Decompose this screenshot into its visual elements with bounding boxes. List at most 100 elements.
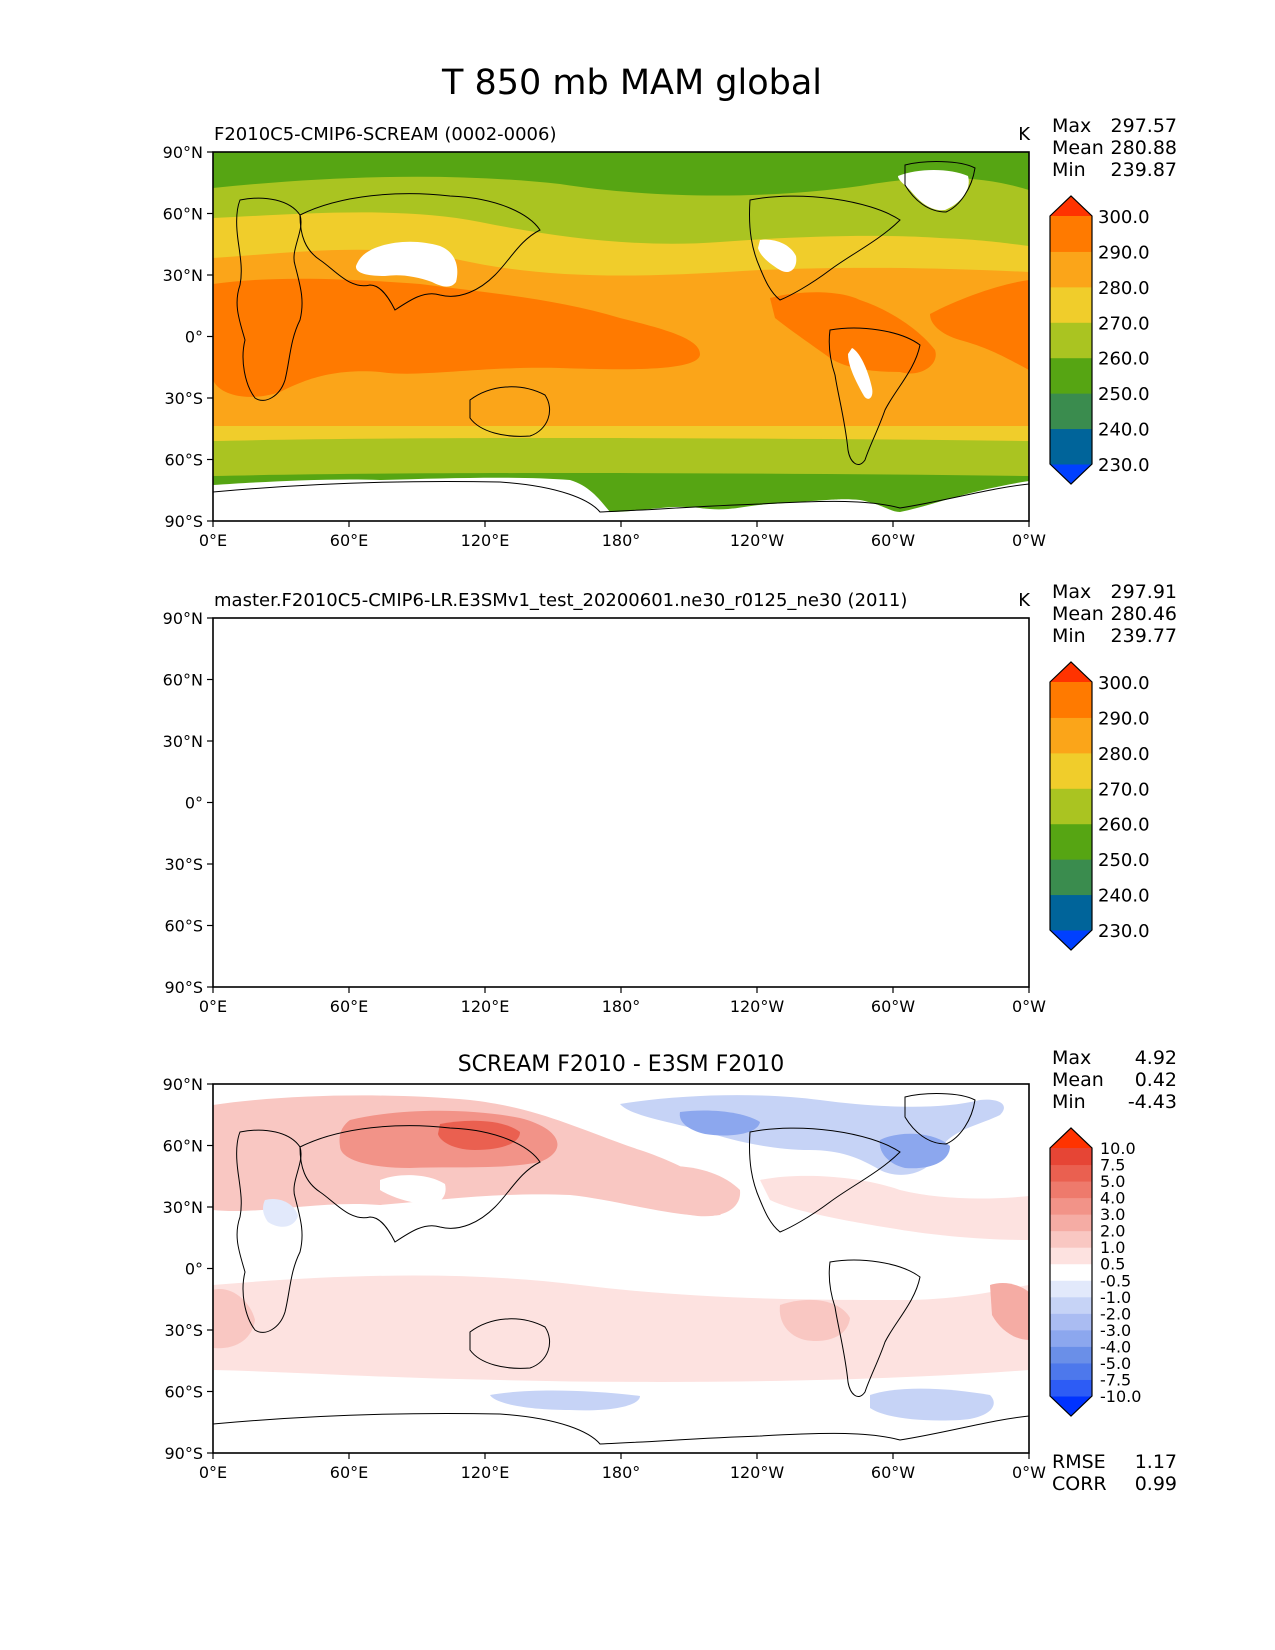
colorbar-label: 230.0 <box>1098 921 1150 942</box>
x-tick-label: 0°E <box>199 531 227 550</box>
anomaly-antarctic-cool-2 <box>490 1390 640 1411</box>
band-250-south <box>213 939 1029 987</box>
stat-label: Mean <box>1052 137 1104 159</box>
x-tick-label: 60°E <box>330 1463 368 1482</box>
x-tick-label: 120°E <box>461 531 510 550</box>
colorbar-label: 280.0 <box>1098 744 1150 765</box>
panel-2-yticks: 90°N 60°N 30°N 0° 30°S 60°S 90°S <box>163 609 213 997</box>
colorbar-segment <box>1050 322 1092 359</box>
colorbar-outline <box>1049 661 1093 951</box>
stat-label: Max <box>1052 115 1091 137</box>
stat-value: 280.46 <box>1111 603 1177 625</box>
y-tick-label: 60°N <box>163 671 203 690</box>
colorbar-label: -1.0 <box>1100 1288 1131 1307</box>
colorbar-label: -4.0 <box>1100 1337 1131 1356</box>
x-tick-label: 120°E <box>461 1463 510 1482</box>
colorbar-segment <box>1050 251 1092 288</box>
colorbar-segment <box>1050 1148 1092 1166</box>
y-tick-label: 90°N <box>163 143 203 162</box>
colorbar-label: 0.5 <box>1100 1255 1125 1274</box>
anomaly-antarctic-cool <box>870 1388 994 1421</box>
x-tick-label: 120°W <box>730 1463 785 1482</box>
y-tick-label: 30°S <box>164 1321 203 1340</box>
y-tick-label: 90°S <box>164 512 203 531</box>
panel-1: F2010C5-CMIP6-SCREAM (0002-0006) K <box>163 115 1177 550</box>
stat-label: Min <box>1052 159 1086 181</box>
panel-1-stats: Max 297.57 Mean 280.88 Min 239.87 <box>1052 115 1177 181</box>
band-270 <box>213 681 1029 926</box>
colorbar-label: 290.0 <box>1098 708 1150 729</box>
figure-title: T 850 mb MAM global <box>441 63 822 103</box>
greenland-mask <box>898 636 969 676</box>
stat-label: Min <box>1052 625 1086 647</box>
panel-3-colorbar: -10.0-7.5-5.0-4.0-3.0-2.0-1.0-0.50.51.02… <box>1049 1127 1141 1417</box>
footer-label: RMSE <box>1052 1451 1106 1473</box>
colorbar-label: 290.0 <box>1098 242 1150 263</box>
x-tick-label: 120°W <box>730 997 785 1016</box>
panel-2-stats: Max 297.91 Mean 280.46 Min 239.77 <box>1052 581 1177 647</box>
panel-3-stats: Max 4.92 Mean 0.42 Min -4.43 <box>1052 1047 1177 1113</box>
colorbar-label: 3.0 <box>1100 1205 1125 1224</box>
tibet-mask <box>356 708 457 753</box>
x-tick-label: 180° <box>602 997 641 1016</box>
stat-value: 297.57 <box>1111 115 1177 137</box>
y-tick-label: 30°N <box>163 266 203 285</box>
tibet-mask <box>355 241 458 287</box>
panel-2-colorbar: 230.0 240.0 250.0 260.0 270.0 280.0 290.0 300.0 <box>1049 661 1150 951</box>
panel-3-footer: RMSE 1.17 CORR 0.99 <box>1052 1451 1177 1495</box>
x-tick-label: 0°W <box>1012 997 1046 1016</box>
stat-label: Min <box>1052 1091 1086 1113</box>
rockies-mask <box>758 239 797 273</box>
y-tick-label: 60°N <box>163 1137 203 1156</box>
anomaly-atlantic-cool <box>879 1133 950 1169</box>
band-290-africa-indian <box>213 278 700 397</box>
colorbar-extend-max <box>1050 1128 1092 1148</box>
x-tick-label: 120°W <box>730 531 785 550</box>
anomaly-europe-cool <box>263 1198 298 1227</box>
colorbar-extend-min <box>1050 930 1092 950</box>
band-290-samerica <box>770 292 936 374</box>
y-tick-label: 0° <box>185 1260 203 1279</box>
colorbar-segment <box>1050 1181 1092 1199</box>
colorbar-label: 1.0 <box>1100 1238 1125 1257</box>
anomaly-southamerica-warm <box>779 1299 850 1342</box>
colorbar-segment <box>1050 393 1092 430</box>
colorbar-segment <box>1050 1346 1092 1364</box>
panel-2-title: master.F2010C5-CMIP6-LR.E3SMv1_test_2020… <box>214 590 907 611</box>
colorbar-label: 270.0 <box>1098 313 1150 334</box>
colorbar-label: 240.0 <box>1098 886 1150 907</box>
colorbar-segment <box>1050 1247 1092 1265</box>
colorbar-label: -0.5 <box>1100 1271 1131 1290</box>
colorbar-label: 250.0 <box>1098 850 1150 871</box>
antarctica-mask <box>213 944 1029 987</box>
stat-value: 297.91 <box>1111 581 1177 603</box>
y-tick-label: 60°S <box>164 451 203 470</box>
anomaly-pacific-warm <box>640 1166 741 1217</box>
antarctica-mask <box>213 477 1029 521</box>
band-290-africa-indian <box>213 747 700 861</box>
colorbar-segment <box>1050 823 1092 860</box>
band-260 <box>213 645 1029 982</box>
colorbar-segment <box>1050 1362 1092 1380</box>
colorbar-label: 260.0 <box>1098 815 1150 836</box>
y-tick-label: 0° <box>185 794 203 813</box>
colorbar-segment <box>1050 1230 1092 1248</box>
y-tick-label: 0° <box>185 328 203 347</box>
panel-2-xticks: 0°E 60°E 120°E 180° 120°W 60°W 0°W <box>199 987 1046 1016</box>
x-tick-label: 0°E <box>199 997 227 1016</box>
colorbar-label: 300.0 <box>1098 673 1150 694</box>
stat-value: 0.42 <box>1135 1069 1177 1091</box>
colorbar-segment <box>1050 1164 1092 1182</box>
panel-1-colorbar: 230.0 240.0 250.0 260.0 270.0 280.0 290.0 300.0 <box>1049 195 1150 485</box>
colorbar-segment <box>1050 788 1092 825</box>
coastlines <box>213 628 1029 978</box>
colorbar-label: -3.0 <box>1100 1321 1131 1340</box>
colorbar-segment <box>1050 286 1092 323</box>
y-tick-label: 30°S <box>164 389 203 408</box>
band-290-atlantic <box>935 748 1029 834</box>
stat-label: Max <box>1052 1047 1091 1069</box>
colorbar-outline <box>1049 195 1093 485</box>
x-tick-label: 60°E <box>330 531 368 550</box>
colorbar-label: 2.0 <box>1100 1222 1125 1241</box>
stat-value: 239.87 <box>1111 159 1177 181</box>
